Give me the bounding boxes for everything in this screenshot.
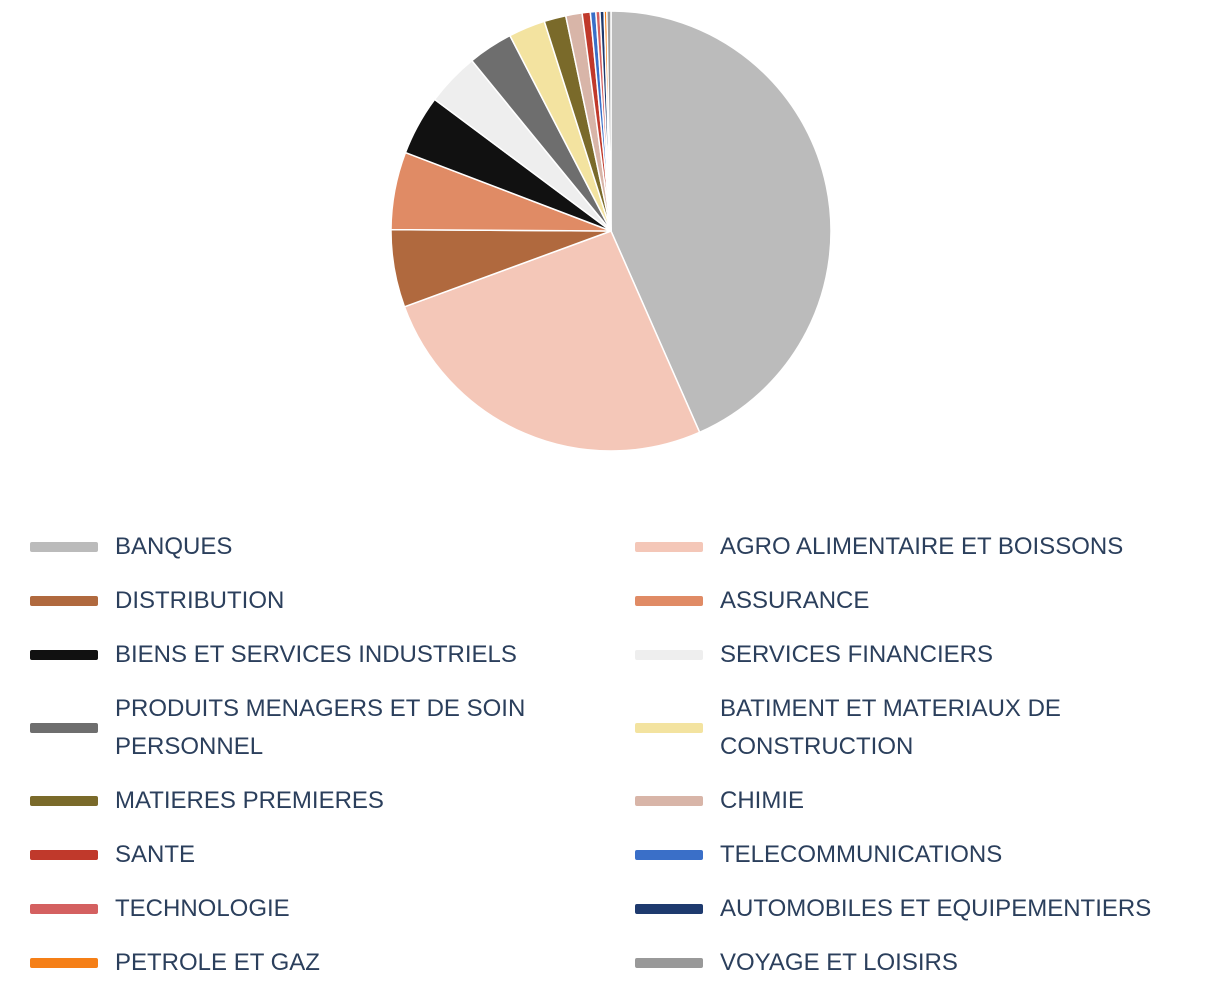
legend-label: AUTOMOBILES ET EQUIPEMENTIERS xyxy=(720,895,1152,922)
legend-swatch xyxy=(635,650,703,660)
legend-swatch xyxy=(635,542,703,552)
legend-item: TECHNOLOGIE xyxy=(30,890,635,928)
legend-item: VOYAGE ET LOISIRS xyxy=(635,944,1211,982)
legend-label: CHIMIE xyxy=(720,787,804,814)
legend-swatch xyxy=(30,796,98,806)
legend-item: CHIMIE xyxy=(635,782,1211,820)
legend-swatch xyxy=(30,904,98,914)
legend-swatch xyxy=(30,596,98,606)
legend-item: BIENS ET SERVICES INDUSTRIELS xyxy=(30,636,635,674)
legend-label: PETROLE ET GAZ xyxy=(115,949,320,976)
legend-item: BATIMENT ET MATERIAUX DE CONSTRUCTION xyxy=(635,690,1211,766)
legend-item: AGRO ALIMENTAIRE ET BOISSONS xyxy=(635,528,1211,566)
legend-item: SERVICES FINANCIERS xyxy=(635,636,1211,674)
legend-item: DISTRIBUTION xyxy=(30,582,635,620)
legend-label: BIENS ET SERVICES INDUSTRIELS xyxy=(115,641,517,668)
legend-label: MATIERES PREMIERES xyxy=(115,787,384,814)
chart xyxy=(390,10,832,452)
legend-item: ASSURANCE xyxy=(635,582,1211,620)
legend-label: PRODUITS MENAGERS ET DE SOIN PERSONNEL xyxy=(115,695,526,760)
legend-swatch xyxy=(30,850,98,860)
legend-label: ASSURANCE xyxy=(720,587,870,614)
legend-label: BATIMENT ET MATERIAUX DE CONSTRUCTION xyxy=(720,695,1061,760)
legend-item: PETROLE ET GAZ xyxy=(30,944,635,982)
legend-label: DISTRIBUTION xyxy=(115,587,285,614)
pie-slice xyxy=(403,230,701,452)
legend-item: AUTOMOBILES ET EQUIPEMENTIERS xyxy=(635,890,1211,928)
legend-swatch xyxy=(30,958,98,968)
legend-swatch xyxy=(635,723,703,733)
legend-swatch xyxy=(635,596,703,606)
legend-label: SANTE xyxy=(115,841,196,868)
legend-label: AGRO ALIMENTAIRE ET BOISSONS xyxy=(720,533,1124,560)
legend-swatch xyxy=(30,723,98,733)
legend-label: TELECOMMUNICATIONS xyxy=(720,841,1003,868)
legend-swatch xyxy=(635,904,703,914)
legend-item: PRODUITS MENAGERS ET DE SOIN PERSONNEL xyxy=(30,690,635,766)
legend-label: VOYAGE ET LOISIRS xyxy=(720,949,958,976)
legend-item: MATIERES PREMIERES xyxy=(30,782,635,820)
legend-item: TELECOMMUNICATIONS xyxy=(635,836,1211,874)
legend-item: BANQUES xyxy=(30,528,635,566)
legend-label: TECHNOLOGIE xyxy=(115,895,290,922)
legend-label: BANQUES xyxy=(115,533,233,560)
legend-swatch xyxy=(30,542,98,552)
pie-slice xyxy=(606,10,612,232)
legend-swatch xyxy=(635,958,703,968)
legend-item: SANTE xyxy=(30,836,635,874)
legend: BANQUES AGRO ALIMENTAIRE ET BOISSONS DISTR… xyxy=(30,528,1211,982)
legend-swatch xyxy=(30,650,98,660)
pie-slice xyxy=(610,10,832,434)
legend-swatch xyxy=(635,850,703,860)
legend-label: SERVICES FINANCIERS xyxy=(720,641,993,668)
legend-swatch xyxy=(635,796,703,806)
